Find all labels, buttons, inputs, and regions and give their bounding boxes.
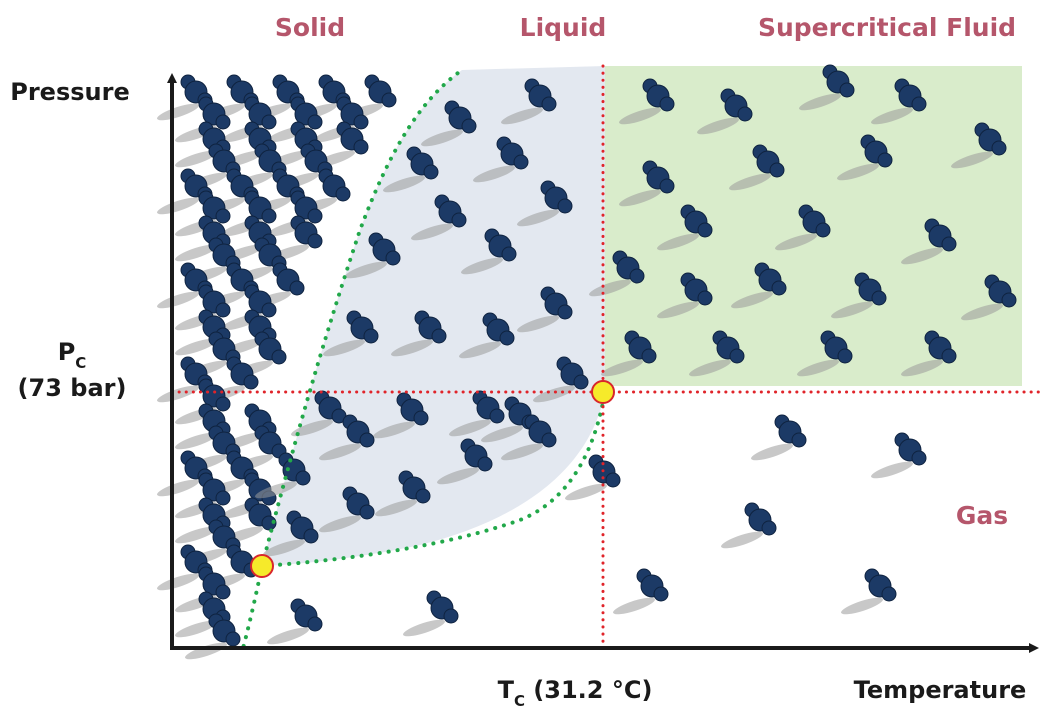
liquid-label: Liquid [520,13,607,42]
co2-molecule-icon [175,215,231,262]
x-axis-label: Temperature [854,676,1027,704]
co2-molecule-icon [449,390,505,437]
co2-molecule-icon [613,568,669,615]
critical-pressure-label: PC [58,338,87,372]
co2-molecule-icon [319,414,375,461]
co2-molecule-icon [831,272,887,319]
co2-molecule-icon [657,204,713,251]
co2-molecule-icon [323,310,379,357]
solid-liquid-boundary [260,68,464,568]
solid-label: Solid [275,13,345,42]
triple-point-marker [250,554,274,578]
co2-molecule-icon [961,274,1017,321]
co2-molecule-icon [775,204,831,251]
co2-molecule-icon [403,590,459,637]
co2-molecule-icon [373,392,429,439]
co2-molecule-icon [291,390,347,437]
co2-molecule-icon [619,78,675,125]
co2-molecule-icon [721,502,777,549]
co2-molecule-icon [345,232,401,279]
liquid-region [262,66,605,566]
co2-molecule-icon [565,454,621,501]
gas-label: Gas [956,501,1008,530]
co2-molecule-icon [533,356,589,403]
supercritical-label: Supercritical Fluid [758,13,1016,42]
co2-molecule-icon [729,144,785,191]
co2-molecule-icon [375,470,431,517]
co2-molecule-icon [411,194,467,241]
co2-molecule-icon [459,312,515,359]
co2-molecule-icon [473,136,529,183]
critical-pressure-subscript: C [75,354,86,372]
co2-molecule-icon [313,121,369,168]
co2-molecule-icon [391,310,447,357]
co2-molecule-icon [319,486,375,533]
co2-molecule-icon [799,64,855,111]
co2-molecule-icon [501,78,557,125]
co2-molecule-icon [871,78,927,125]
co2-molecule-icon [421,100,477,147]
y-axis-label: Pressure [10,78,129,106]
critical-temperature-label: TC (31.2 °C) [498,676,653,707]
co2-molecule-icon [951,122,1007,169]
co2-molecule-icon [437,438,493,485]
critical-temperature-symbol: T [498,676,515,704]
co2-molecule-icon [601,330,657,377]
liquid-gas-boundary [260,390,607,568]
co2-molecule-icon [255,452,311,499]
co2-molecule-icon [517,286,573,333]
co2-molecule-icon [619,160,675,207]
critical-pressure-value: (73 bar) [18,374,127,402]
critical-pressure-symbol: P [58,338,76,366]
solid-gas-boundary [240,564,264,654]
co2-molecule-icon [901,330,957,377]
co2-molecule-icon [185,613,241,660]
co2-molecule-icon [751,414,807,461]
co2-molecule-icon [263,510,319,557]
co2-molecule-icon [901,218,957,265]
co2-molecule-icon [383,146,439,193]
critical-temperature-subscript: C [514,692,525,707]
co2-molecule-icon [501,414,557,461]
co2-molecule-icon [517,180,573,227]
co2-molecule-icon [157,262,213,309]
co2-molecule-icon [841,568,897,615]
molecules-layer [157,64,1017,660]
critical-point-marker [591,380,615,404]
co2-molecule-icon [461,228,517,275]
critical-temperature-value: (31.2 °C) [525,676,652,704]
co2-molecule-icon [837,134,893,181]
co2-molecule-icon [797,330,853,377]
co2-molecule-icon [871,432,927,479]
co2-molecule-icon [657,272,713,319]
co2-molecule-icon [689,330,745,377]
co2-molecule-icon [589,250,645,297]
co2-molecule-icon [267,598,323,645]
co2-molecule-icon [697,88,753,135]
co2-molecule-icon [731,262,787,309]
